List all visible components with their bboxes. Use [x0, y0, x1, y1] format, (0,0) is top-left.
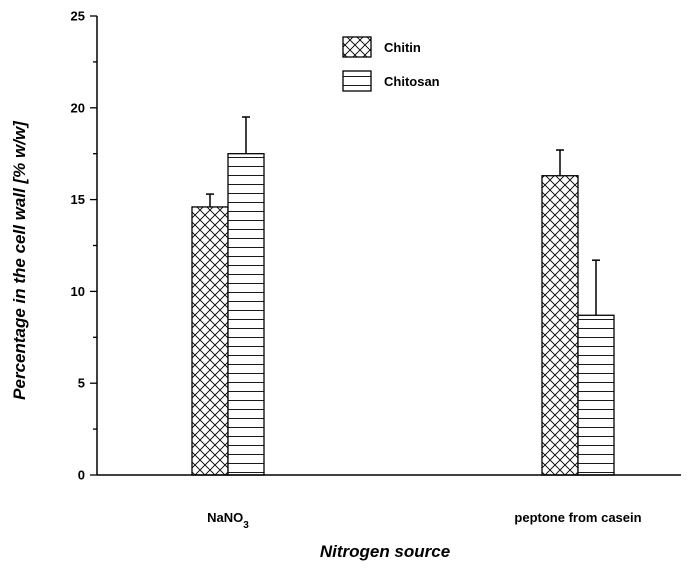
legend-swatch-chitosan	[342, 70, 372, 92]
legend-label-chitin: Chitin	[384, 40, 421, 55]
x-tick-label: NaNO3	[207, 510, 249, 531]
y-axis-title: Percentage in the cell wall [% w/w]	[10, 120, 29, 400]
y-tick-label: 10	[71, 284, 85, 299]
y-axis-tick-labels: 0 5 10 15 20 25	[71, 9, 85, 483]
error-bars	[206, 116, 600, 316]
bar-chitin-0	[191, 206, 229, 476]
legend-swatch-chitin	[342, 36, 372, 58]
bar-chitosan-1	[577, 314, 615, 476]
x-tick-label: peptone from casein	[514, 510, 641, 525]
y-tick-label: 20	[71, 100, 85, 115]
x-axis-tick-labels: NaNO3 peptone from casein	[207, 510, 641, 531]
bar-chitin-1	[541, 175, 579, 476]
bars	[191, 153, 615, 476]
x-axis-title: Nitrogen source	[320, 542, 450, 561]
y-tick-label: 5	[78, 376, 85, 391]
legend-label-chitosan: Chitosan	[384, 74, 440, 89]
legend: Chitin Chitosan	[342, 36, 440, 92]
y-tick-label: 25	[71, 9, 85, 24]
y-tick-label: 0	[78, 468, 85, 483]
y-axis-ticks	[90, 15, 97, 476]
y-tick-label: 15	[71, 192, 85, 207]
bar-chitosan-0	[227, 153, 265, 476]
